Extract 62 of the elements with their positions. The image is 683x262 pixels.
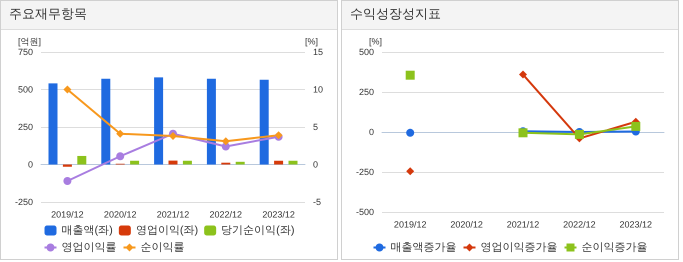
legend-label: 순이익증가율 — [582, 242, 648, 254]
y-tick-label: 500 — [18, 84, 33, 94]
point — [116, 152, 124, 160]
x-tick-label: 2023/12 — [262, 210, 295, 220]
y-tick-label: 250 — [18, 122, 33, 132]
bar — [101, 78, 110, 164]
bar — [288, 160, 298, 164]
y-tick-label: -500 — [356, 207, 374, 217]
bar — [48, 83, 58, 164]
y-tick-label: 0 — [368, 127, 374, 137]
y2-tick-label: 0 — [313, 160, 318, 170]
bar — [130, 160, 140, 164]
point — [169, 132, 177, 140]
x-tick-label: 2020/12 — [450, 220, 483, 230]
legend-label: 매출액증가율 — [390, 242, 456, 254]
bar — [77, 156, 86, 164]
chart-title: 수익성장성지표 — [342, 1, 678, 30]
bar — [260, 80, 269, 164]
point — [116, 130, 124, 138]
y-axis-title: [%] — [368, 36, 382, 46]
legend-label: 당기순이익(좌) — [221, 224, 294, 236]
point — [406, 70, 415, 80]
bar — [182, 160, 192, 164]
point — [406, 128, 414, 137]
y-tick-label: 500 — [358, 47, 374, 57]
y-tick-label: 750 — [18, 47, 33, 57]
x-tick-label: 2019/12 — [394, 220, 426, 230]
x-tick-label: 2019/12 — [51, 210, 84, 220]
point — [574, 130, 584, 139]
x-tick-label: 2023/12 — [620, 220, 652, 230]
x-tick-label: 2020/12 — [104, 210, 136, 220]
y2-tick-label: 15 — [313, 47, 324, 57]
legend-label: 순이익률 — [140, 242, 185, 254]
bar — [206, 78, 216, 164]
y-tick-label: 0 — [28, 160, 33, 170]
chart-title: 주요재무항목 — [1, 1, 337, 30]
legend-label: 매출액(좌) — [62, 224, 113, 236]
point — [222, 137, 230, 146]
y2-tick-label: 10 — [313, 84, 324, 94]
y-tick-label: 250 — [358, 87, 374, 97]
point — [63, 177, 72, 185]
point — [63, 86, 72, 94]
y2-axis-title: [%] — [305, 36, 318, 46]
point — [406, 167, 414, 176]
point — [631, 122, 640, 131]
y2-tick-label: -5 — [313, 197, 322, 207]
x-tick-label: 2022/12 — [563, 220, 596, 230]
legend-label: 영업이익증가율 — [480, 242, 558, 254]
x-tick-label: 2021/12 — [506, 220, 540, 230]
x-tick-label: 2021/12 — [156, 210, 190, 220]
y2-tick-label: 5 — [313, 122, 318, 132]
legend-label: 영업이익(좌) — [136, 224, 198, 236]
y-tick-label: -250 — [356, 167, 374, 177]
bar — [274, 160, 284, 164]
legend-label: 영업이익률 — [62, 242, 117, 254]
bar — [236, 162, 245, 164]
bar — [154, 77, 164, 164]
y-tick-label: -250 — [14, 197, 33, 207]
y-axis-title: [억원] — [18, 36, 41, 46]
x-tick-label: 2022/12 — [210, 210, 242, 220]
point — [519, 70, 527, 79]
bar — [168, 160, 178, 164]
